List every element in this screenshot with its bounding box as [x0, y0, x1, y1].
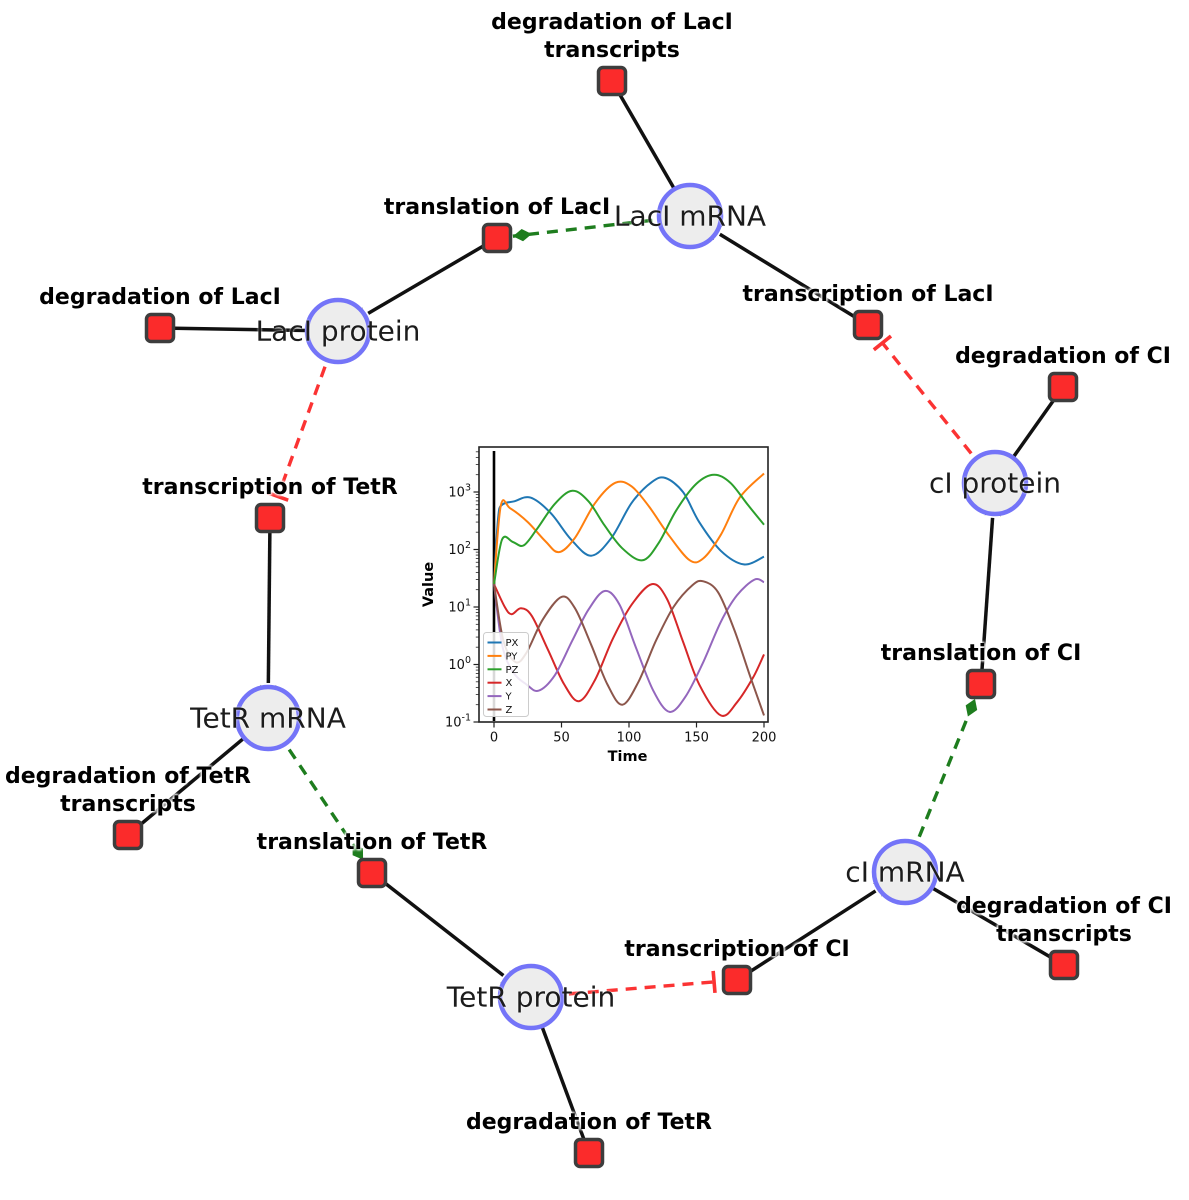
- reaction-node-translation-of-laci[interactable]: [481, 222, 513, 254]
- nodes-layer: [112, 65, 1080, 1169]
- x-tick-label: 0: [490, 731, 498, 746]
- legend-entry-px: PX: [506, 638, 519, 649]
- reaction-node-transcription-of-tetr[interactable]: [254, 502, 286, 534]
- species-node-laci-mrna[interactable]: [656, 182, 724, 250]
- edge-transcription-of-ci-to-ci-mrna: [736, 880, 893, 982]
- legend-entry-py: PY: [506, 651, 519, 662]
- x-tick-label: 200: [752, 731, 777, 746]
- legend-entry-y: Y: [505, 692, 513, 703]
- series-line-px: [493, 476, 765, 585]
- reaction-node-degradation-of-ci-transcripts[interactable]: [1048, 949, 1080, 981]
- reaction-node-degradation-of-tetr-transcripts[interactable]: [112, 819, 144, 851]
- edge-translation-of-ci-to-ci-protein: [979, 497, 1001, 685]
- legend-entry-z: Z: [506, 705, 513, 716]
- series-line-x: [493, 583, 765, 717]
- species-node-laci-protein[interactable]: [304, 297, 372, 365]
- edge-translation-of-tetr-to-tetr-protein: [370, 871, 520, 988]
- species-node-ci-mrna[interactable]: [871, 838, 939, 906]
- x-axis-label: Time: [608, 749, 648, 765]
- reaction-node-degradation-of-laci-transcripts[interactable]: [596, 65, 628, 97]
- reaction-node-degradation-of-laci[interactable]: [144, 312, 176, 344]
- legend-entry-x: X: [506, 678, 513, 689]
- y-tick-label: 103: [448, 483, 471, 501]
- reaction-node-degradation-of-ci[interactable]: [1047, 371, 1079, 403]
- reaction-node-translation-of-ci[interactable]: [965, 668, 997, 700]
- edge-transcription-of-laci-to-laci-mrna: [702, 223, 869, 327]
- y-tick-label: 101: [448, 598, 471, 616]
- edge-transcription-of-tetr-to-tetr-mrna: [260, 517, 277, 704]
- inset-timecourse-chart: 0 50 100 150 20010-1100101102103TimeValuePXP…: [421, 446, 777, 765]
- edge-translation-of-laci-to-laci-protein: [350, 236, 498, 324]
- x-tick-label: 150: [684, 731, 709, 746]
- x-tick-label: 100: [617, 731, 642, 746]
- reaction-node-transcription-of-laci[interactable]: [852, 309, 884, 341]
- species-node-ci-protein[interactable]: [961, 449, 1029, 517]
- series-line-pz: [493, 473, 765, 585]
- series-line-py: [493, 472, 765, 585]
- series-line-y: [493, 578, 765, 713]
- reaction-node-translation-of-tetr[interactable]: [356, 857, 388, 889]
- species-node-tetr-protein[interactable]: [497, 963, 565, 1031]
- y-axis-label: Value: [421, 562, 437, 608]
- y-tick-label: 102: [448, 540, 471, 558]
- species-node-tetr-mrna[interactable]: [234, 684, 302, 752]
- chart-legend: PX PY PZ XYZ: [483, 632, 529, 717]
- y-tick-label: 100: [448, 655, 471, 673]
- legend-entry-pz: PZ: [506, 665, 519, 676]
- edges-layer: [126, 80, 1065, 1154]
- reaction-node-degradation-of-tetr[interactable]: [573, 1137, 605, 1169]
- edge-ci-mrna-to-translation-of-ci: [903, 698, 978, 873]
- series-line-z: [493, 579, 765, 716]
- reaction-node-transcription-of-ci[interactable]: [721, 964, 753, 996]
- chart-frame: [478, 446, 769, 723]
- y-tick-label: 10-1: [445, 713, 471, 731]
- x-tick-label: 50: [553, 731, 570, 746]
- edge-tetr-protein-to-transcription-of-ci: [530, 970, 717, 999]
